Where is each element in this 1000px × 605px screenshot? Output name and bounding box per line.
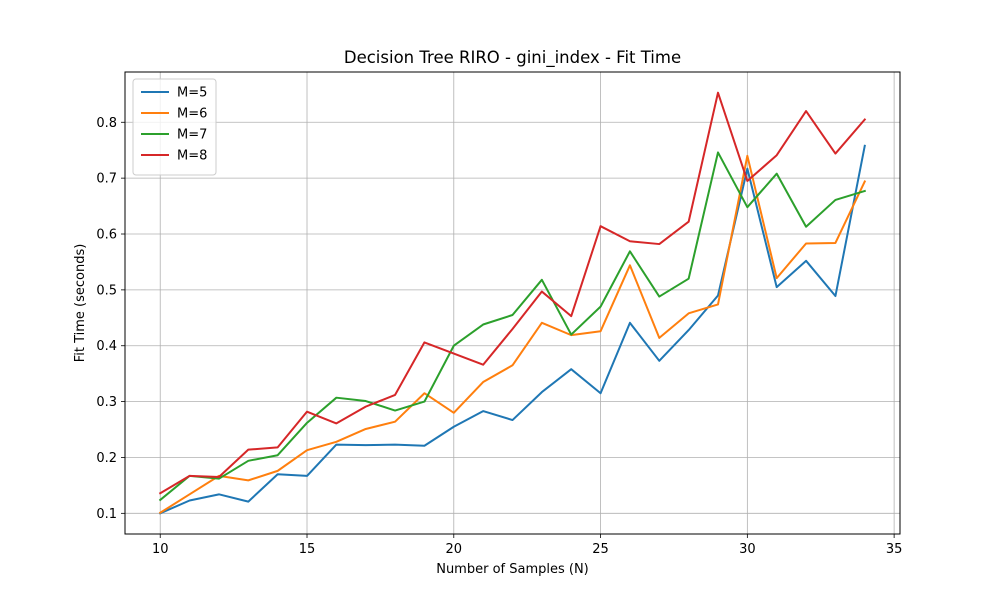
legend-label-m-7: M=7 <box>177 128 207 143</box>
chart-title: Decision Tree RIRO - gini_index - Fit Ti… <box>344 48 681 68</box>
series-line-m-5 <box>158 144 866 515</box>
x-tick-label: 15 <box>299 542 316 557</box>
x-tick-label: 25 <box>592 542 609 557</box>
x-tick-label: 20 <box>446 542 463 557</box>
y-tick-label: 0.6 <box>96 228 117 243</box>
x-axis-label: Number of Samples (N) <box>436 562 589 577</box>
x-tick-label: 35 <box>886 542 903 557</box>
y-axis-label: Fit Time (seconds) <box>73 244 88 363</box>
y-tick-label: 0.7 <box>96 172 117 187</box>
data-series <box>158 91 867 515</box>
legend-box <box>132 78 217 176</box>
x-tick-label: 10 <box>152 542 169 557</box>
axis-ticks: 10 15 20 25 30 35 0.1 0.2 0.3 0.4 0.5 0.6 0.7 0.8 <box>96 116 902 557</box>
y-tick-label: 0.5 <box>96 283 117 298</box>
legend-label-m-8: M=8 <box>177 149 207 164</box>
y-tick-label: 0.2 <box>96 451 117 466</box>
y-tick-label: 0.1 <box>96 507 117 522</box>
y-tick-label: 0.3 <box>96 395 117 410</box>
grid-lines <box>125 72 900 534</box>
legend-label-m-5: M=5 <box>177 86 207 101</box>
legend: M=5 M=6 M=7 M=8 <box>132 78 217 176</box>
plot-area-frame <box>124 71 901 535</box>
y-tick-label: 0.4 <box>96 339 117 354</box>
series-line-m-6 <box>158 154 867 515</box>
x-tick-label: 30 <box>739 542 756 557</box>
series-line-m-8 <box>158 91 867 495</box>
legend-label-m-6: M=6 <box>177 107 207 122</box>
y-tick-label: 0.8 <box>96 116 117 131</box>
series-line-m-7 <box>158 151 867 502</box>
